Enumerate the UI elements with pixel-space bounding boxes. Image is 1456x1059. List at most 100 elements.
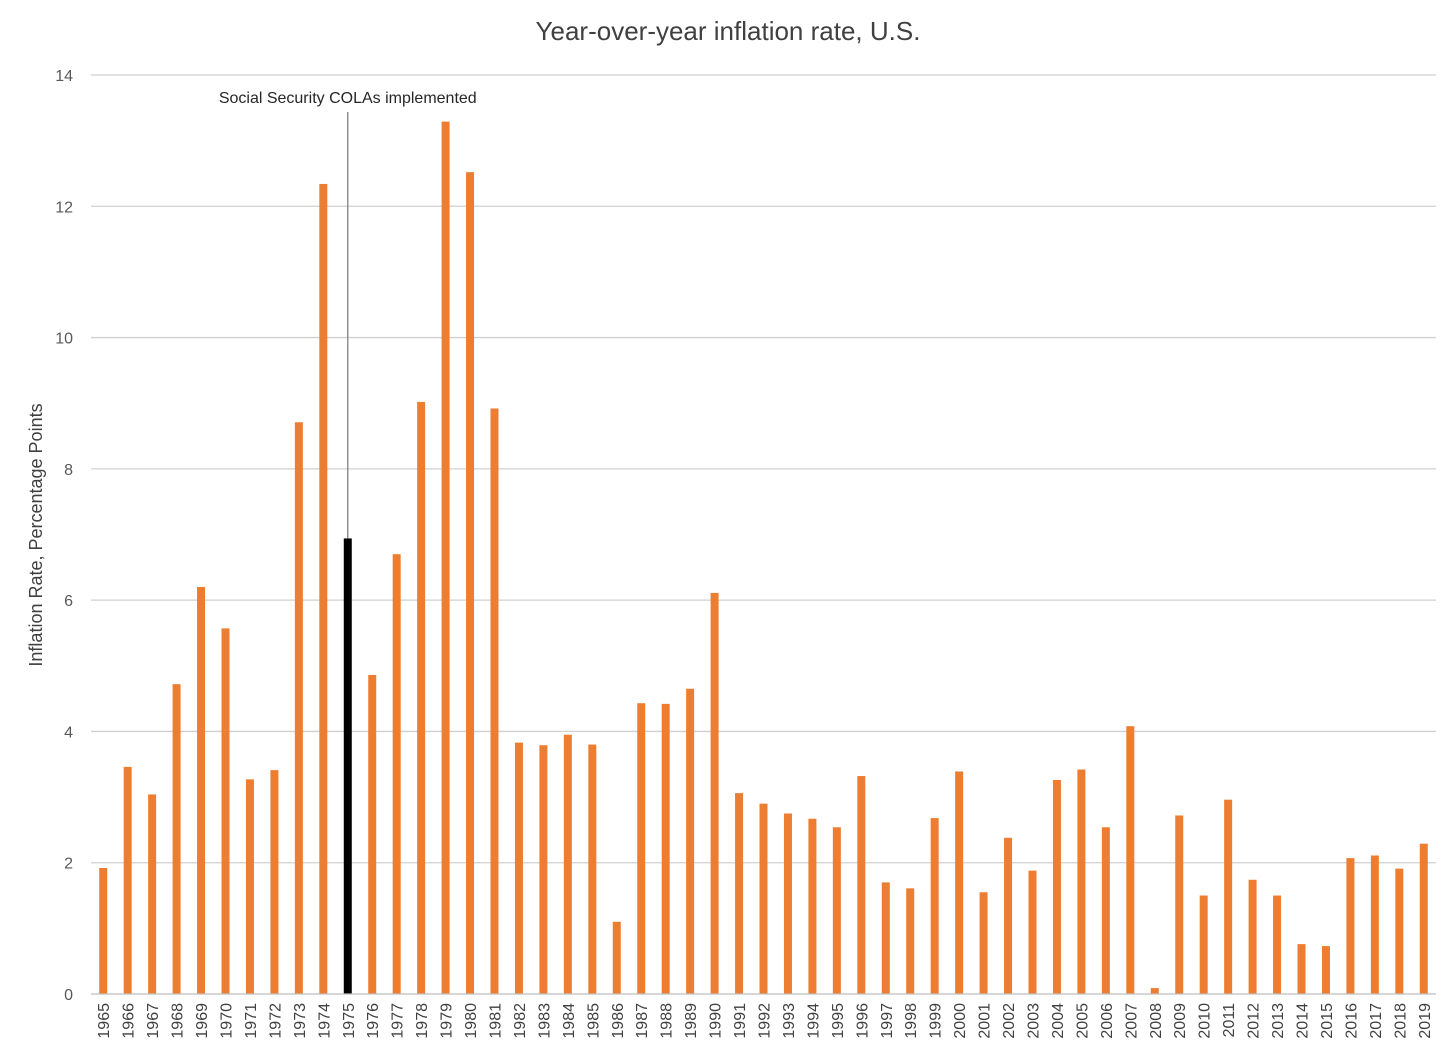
x-tick-label: 1990 xyxy=(708,1003,725,1039)
bar-1973 xyxy=(294,422,303,994)
bar-1967 xyxy=(148,794,157,994)
y-tick-label: 14 xyxy=(55,68,73,85)
y-axis-ticks: 0 2 4 6 8 10 12 14 xyxy=(55,68,73,1004)
x-tick-label: 1974 xyxy=(316,1003,333,1039)
bar-1995 xyxy=(832,827,841,994)
y-tick-label: 0 xyxy=(64,987,73,1004)
bar-2008 xyxy=(1150,988,1159,994)
x-tick-label: 1973 xyxy=(292,1003,309,1039)
bar-2002 xyxy=(1004,837,1013,994)
x-tick-label: 2013 xyxy=(1270,1003,1287,1039)
y-axis-label: Inflation Rate, Percentage Points xyxy=(26,403,46,666)
bar-1990 xyxy=(710,592,719,994)
annotation-text: Social Security COLAs implemented xyxy=(219,90,477,107)
x-tick-label: 1969 xyxy=(194,1003,211,1039)
x-tick-label: 2012 xyxy=(1246,1003,1263,1039)
x-tick-label: 1982 xyxy=(512,1003,529,1039)
x-tick-label: 1971 xyxy=(243,1003,260,1039)
bar-2009 xyxy=(1175,815,1184,994)
x-tick-label: 1977 xyxy=(390,1003,407,1039)
bar-1974 xyxy=(319,183,328,994)
bar-2006 xyxy=(1101,827,1110,994)
x-tick-label: 1988 xyxy=(659,1003,676,1039)
x-tick-label: 1978 xyxy=(414,1003,431,1039)
x-tick-label: 2016 xyxy=(1343,1003,1360,1039)
bar-2014 xyxy=(1297,944,1306,994)
bar-1982 xyxy=(514,742,523,994)
bar-2004 xyxy=(1052,780,1061,994)
y-tick-label: 6 xyxy=(64,593,73,610)
x-tick-label: 1965 xyxy=(96,1003,113,1039)
y-tick-label: 12 xyxy=(55,199,73,216)
bar-1966 xyxy=(123,766,132,994)
bar-1977 xyxy=(392,554,401,994)
bar-2005 xyxy=(1077,769,1086,994)
x-tick-label: 1968 xyxy=(170,1003,187,1039)
bar-1965 xyxy=(99,867,108,994)
x-tick-label: 1975 xyxy=(341,1003,358,1039)
x-tick-label: 2009 xyxy=(1172,1003,1189,1039)
bar-1981 xyxy=(490,408,499,995)
bar-1985 xyxy=(588,744,597,994)
bar-1971 xyxy=(245,779,254,994)
bar-1975 xyxy=(343,538,352,994)
x-tick-label: 1972 xyxy=(267,1003,284,1039)
x-tick-label: 1979 xyxy=(439,1003,456,1039)
x-tick-label: 1989 xyxy=(683,1003,700,1039)
x-tick-label: 2006 xyxy=(1099,1003,1116,1039)
bar-1991 xyxy=(735,793,744,994)
x-tick-label: 2007 xyxy=(1123,1003,1140,1039)
x-tick-label: 1985 xyxy=(585,1003,602,1039)
x-tick-label: 2015 xyxy=(1319,1003,1336,1039)
x-tick-label: 2004 xyxy=(1050,1003,1067,1039)
x-tick-label: 1980 xyxy=(463,1003,480,1039)
bar-1976 xyxy=(368,674,377,994)
bar-1992 xyxy=(759,803,768,994)
x-tick-label: 1998 xyxy=(903,1003,920,1039)
x-tick-label: 1976 xyxy=(365,1003,382,1039)
bar-1968 xyxy=(172,684,181,994)
bars xyxy=(99,121,1428,995)
bar-2013 xyxy=(1273,895,1282,994)
x-tick-label: 1967 xyxy=(145,1003,162,1039)
y-tick-label: 4 xyxy=(64,724,73,741)
y-tick-label: 10 xyxy=(55,331,73,348)
x-tick-label: 1987 xyxy=(634,1003,651,1039)
x-tick-label: 1999 xyxy=(928,1003,945,1039)
bar-2007 xyxy=(1126,726,1135,994)
x-tick-label: 2018 xyxy=(1392,1003,1409,1039)
x-tick-label: 2005 xyxy=(1074,1003,1091,1039)
bar-1972 xyxy=(270,770,279,994)
x-tick-label: 1992 xyxy=(757,1003,774,1039)
x-tick-label: 1966 xyxy=(121,1003,138,1039)
bar-2016 xyxy=(1346,858,1355,994)
y-tick-label: 8 xyxy=(64,462,73,479)
x-tick-label: 1983 xyxy=(536,1003,553,1039)
x-tick-label: 1996 xyxy=(854,1003,871,1039)
x-tick-label: 2003 xyxy=(1026,1003,1043,1039)
x-tick-label: 2019 xyxy=(1417,1003,1434,1039)
bar-2012 xyxy=(1248,879,1257,994)
bar-1986 xyxy=(612,921,621,994)
bar-2001 xyxy=(979,892,988,994)
x-tick-label: 2014 xyxy=(1295,1003,1312,1039)
bar-2018 xyxy=(1395,868,1404,994)
x-tick-label: 1970 xyxy=(219,1003,236,1039)
gridlines xyxy=(91,74,1436,864)
x-tick-label: 2001 xyxy=(977,1003,994,1039)
bar-1994 xyxy=(808,818,817,994)
bar-2015 xyxy=(1321,946,1330,994)
x-tick-label: 1993 xyxy=(781,1003,798,1039)
x-tick-label: 2011 xyxy=(1221,1003,1238,1038)
bar-2003 xyxy=(1028,870,1037,994)
bar-2019 xyxy=(1419,843,1428,994)
bar-1989 xyxy=(686,688,695,994)
x-tick-label: 1981 xyxy=(488,1003,505,1039)
bar-1993 xyxy=(783,813,792,994)
x-tick-label: 1995 xyxy=(830,1003,847,1039)
x-tick-label: 1991 xyxy=(732,1003,749,1039)
bar-2010 xyxy=(1199,895,1208,994)
x-tick-label: 2002 xyxy=(1001,1003,1018,1039)
bar-1987 xyxy=(637,703,646,994)
